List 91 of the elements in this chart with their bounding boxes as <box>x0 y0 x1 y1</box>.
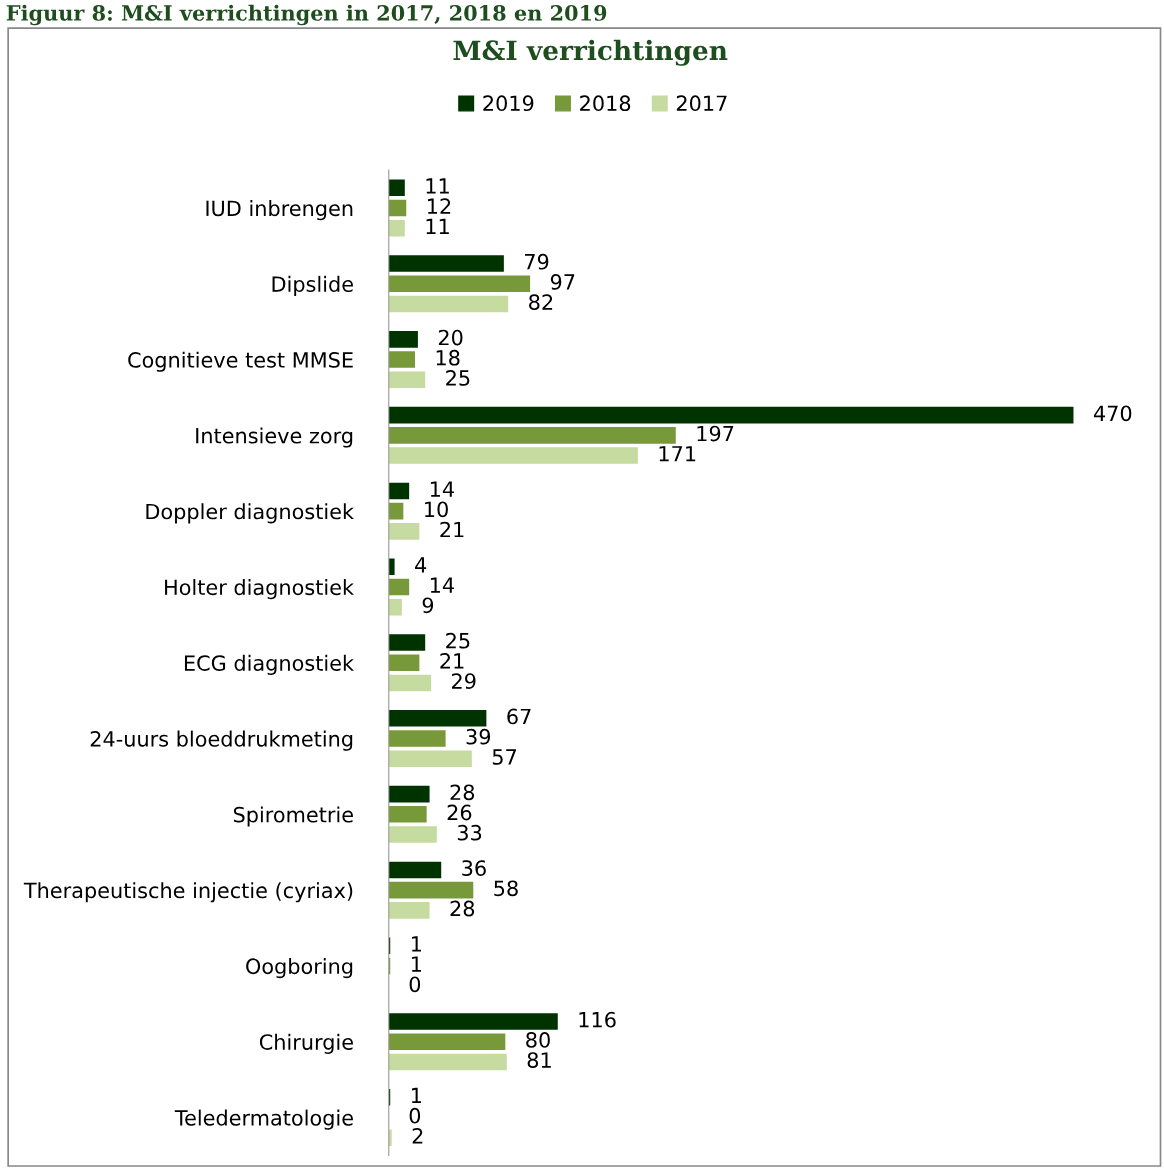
bar <box>388 523 420 540</box>
data-label: 1 <box>411 936 422 952</box>
bar <box>388 578 410 596</box>
data-label: 25 <box>446 370 470 386</box>
bar <box>388 447 638 464</box>
y-tick-label: Spirometrie <box>233 806 353 827</box>
data-label: 20 <box>438 329 463 346</box>
data-label: 80 <box>526 1032 550 1048</box>
y-tick-label: ECG diagnostiek <box>184 654 354 675</box>
y-tick-label: Dipslide <box>272 275 353 297</box>
data-label: 470 <box>1093 405 1132 422</box>
bar <box>388 295 509 313</box>
bar <box>388 219 405 237</box>
data-label: 21 <box>440 653 464 669</box>
data-label: 57 <box>492 749 516 765</box>
y-tick-label: Teledermatologie <box>174 1109 353 1130</box>
bar <box>388 1033 506 1050</box>
data-label: 12 <box>427 198 451 214</box>
data-label: 0 <box>409 976 421 993</box>
data-label: 18 <box>436 349 460 366</box>
data-label: 1 <box>411 1087 422 1104</box>
data-label: 171 <box>659 446 696 462</box>
bar <box>388 406 1074 424</box>
data-label: 39 <box>466 728 491 745</box>
bar <box>388 1053 507 1071</box>
bar <box>388 826 437 843</box>
data-label: 28 <box>450 900 475 917</box>
bar <box>388 331 418 348</box>
bar <box>388 634 426 651</box>
y-tick-label: Holter diagnostiek <box>165 579 354 600</box>
y-tick-label: IUD inbrengen <box>206 200 353 221</box>
data-label: 11 <box>426 218 449 234</box>
data-label: 81 <box>527 1052 551 1068</box>
data-label: 67 <box>507 708 531 725</box>
bar <box>388 558 395 576</box>
bar <box>388 710 487 727</box>
bar <box>388 674 432 692</box>
chart-title: M&I verrichtingen <box>453 39 728 66</box>
data-label: 21 <box>440 521 464 538</box>
bar <box>388 275 531 293</box>
bar <box>388 1129 392 1147</box>
data-label: 29 <box>451 673 476 689</box>
y-tick-label: Cognitieve test MMSE <box>128 351 353 372</box>
bar <box>388 881 474 899</box>
bar <box>388 427 676 444</box>
y-tick-label: Therapeutische injectie (cyriax) <box>23 882 353 903</box>
data-label: 10 <box>425 501 448 518</box>
data-label: 14 <box>430 481 454 497</box>
data-label: 2 <box>412 1128 423 1144</box>
data-label: 11 <box>426 178 449 194</box>
bar <box>388 482 410 500</box>
bar <box>388 598 402 616</box>
data-label: 25 <box>446 632 470 649</box>
data-label: 58 <box>494 880 518 897</box>
data-label: 82 <box>529 294 553 311</box>
data-label: 26 <box>447 804 472 821</box>
y-tick-label: Doppler diagnostiek <box>146 503 354 524</box>
data-label: 79 <box>525 253 549 270</box>
bar <box>388 255 504 272</box>
data-label: 14 <box>430 577 454 593</box>
bar <box>388 785 430 803</box>
bar <box>388 199 407 217</box>
legend-label: 2017 <box>676 95 727 112</box>
bar <box>388 351 415 368</box>
bar <box>388 730 446 747</box>
legend-label: 2018 <box>580 95 631 112</box>
data-label: 0 <box>409 1107 421 1124</box>
data-label: 4 <box>415 557 427 573</box>
bar <box>388 371 426 389</box>
data-label: 1 <box>411 956 422 972</box>
legend-label: 2019 <box>483 95 534 112</box>
data-label: 97 <box>550 274 575 290</box>
bar <box>388 902 430 919</box>
y-tick-label: Intensieve zorg <box>196 427 353 448</box>
data-label: 197 <box>697 425 734 442</box>
bar <box>388 806 427 823</box>
data-label: 33 <box>457 824 482 841</box>
data-label: 28 <box>450 784 475 801</box>
y-tick-label: Oogboring <box>246 958 353 979</box>
y-tick-label: Chirurgie <box>259 1033 353 1054</box>
data-label: 36 <box>462 860 486 876</box>
bar <box>388 861 442 879</box>
bar <box>388 1013 558 1030</box>
bar <box>388 502 404 520</box>
y-tick-label: 24-uurs bloeddrukmeting <box>90 730 353 751</box>
data-label: 116 <box>579 1011 616 1028</box>
text: Figuur 8: M&I verrichtingen in 2017, 2018 en 2019 <box>6 4 607 26</box>
data-label: 9 <box>422 597 434 614</box>
bar <box>388 179 405 197</box>
bar <box>388 750 472 768</box>
bar <box>388 654 420 672</box>
